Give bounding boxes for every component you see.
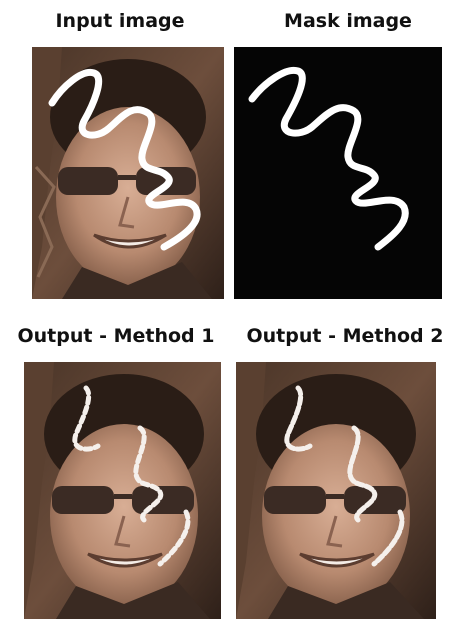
output-method-1-image <box>24 362 221 619</box>
input-image <box>32 47 224 299</box>
mask-image-caption: Mask image <box>284 10 412 32</box>
input-image-caption: Input image <box>55 10 185 32</box>
output-method-2-image <box>236 362 436 619</box>
output-method-2-caption: Output - Method 2 <box>246 325 444 347</box>
mask-image <box>234 47 442 299</box>
output-method-1-caption: Output - Method 1 <box>17 325 215 347</box>
